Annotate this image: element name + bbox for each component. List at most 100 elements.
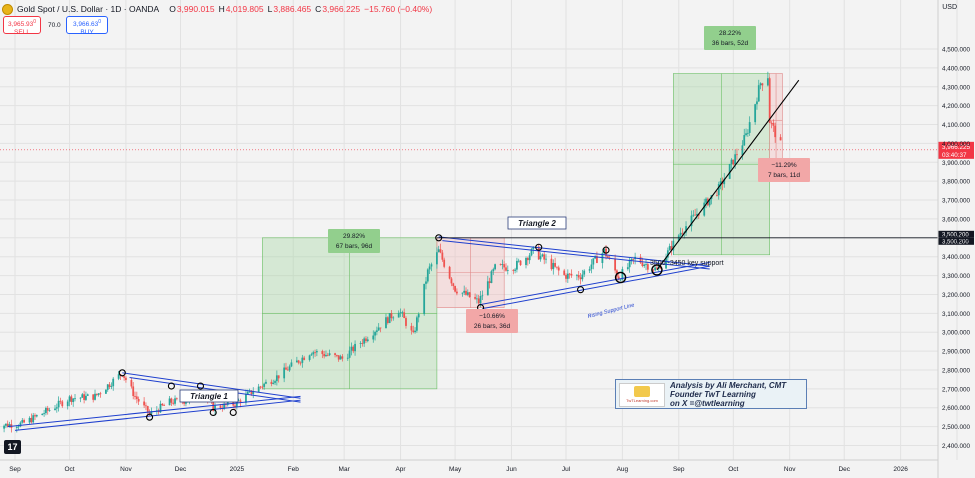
candle-body (541, 254, 544, 257)
candle-body (426, 269, 429, 282)
triangle2-upper-line-2[interactable] (442, 240, 710, 270)
candle-body (554, 262, 557, 267)
triangle1-label-box[interactable] (179, 389, 239, 403)
high-label: H (218, 4, 225, 14)
pivot-marker[interactable] (651, 264, 663, 276)
move2-label-pct: −10.66% (479, 313, 505, 320)
candle-body (348, 350, 351, 358)
level-tag-value-2: 3,500.200 (942, 239, 969, 245)
candle-body (516, 260, 518, 270)
candle-body (465, 290, 467, 295)
candle-body (705, 198, 707, 203)
candle-body (274, 381, 276, 383)
candle-body (466, 292, 469, 295)
candle-body (481, 295, 484, 297)
pivot-marker[interactable] (209, 408, 217, 417)
pivot-marker[interactable] (118, 369, 126, 377)
move2-label-box[interactable] (466, 309, 518, 333)
candle-body (334, 353, 336, 355)
triangle1-lower-line-2[interactable] (14, 399, 301, 431)
x-tick-label: Oct (64, 466, 74, 473)
triangle2-lower-line[interactable] (478, 261, 710, 306)
candle-body (728, 164, 731, 179)
move1-label-box[interactable] (328, 229, 380, 253)
pivot-marker[interactable] (196, 382, 205, 390)
pivot-marker[interactable] (602, 246, 610, 254)
x-tick-label: Oct (728, 466, 738, 473)
candle-body (21, 420, 24, 423)
candle-body (299, 362, 302, 364)
candle-body (97, 393, 100, 395)
candle-body (723, 178, 726, 185)
open-label: O (169, 4, 176, 14)
candle-body (86, 394, 89, 396)
candle-body (761, 83, 764, 86)
candle-body (295, 360, 298, 363)
candle-body (732, 159, 735, 165)
triangle2-lower-line-2[interactable] (482, 265, 710, 310)
breakout-trendline[interactable] (656, 79, 800, 271)
candle-body (570, 273, 573, 276)
pivot-marker[interactable] (229, 408, 237, 417)
candle-body (54, 408, 56, 411)
y-tick-label: 3,100.000 (942, 311, 971, 318)
candle-body (323, 354, 326, 357)
candle-body (528, 255, 531, 261)
candle-body (708, 198, 711, 206)
candle-body (34, 415, 36, 417)
candle-body (525, 258, 527, 266)
pivot-marker[interactable] (535, 243, 543, 251)
candle-body (386, 317, 389, 324)
triangle1-lower-line[interactable] (7, 395, 301, 428)
candle-body (563, 270, 566, 275)
candle-body (556, 266, 558, 268)
sell-button[interactable]: 3,965.930 SELL (3, 16, 41, 36)
candle-body (303, 357, 306, 360)
currency-label[interactable]: USD (942, 4, 957, 11)
symbol-header: Gold Spot / U.S. Dollar · 1D · OANDA O 3,… (2, 2, 432, 16)
candle-body (337, 355, 340, 360)
candle-body (643, 264, 646, 266)
pivot-marker[interactable] (146, 413, 154, 421)
candle-body (172, 402, 175, 404)
pivot-marker[interactable] (614, 271, 627, 284)
candle-body (745, 133, 747, 136)
pivot-marker[interactable] (577, 286, 585, 294)
candle-body (628, 260, 631, 268)
candle-body (626, 267, 629, 270)
candle-body (743, 135, 746, 146)
candle-body (592, 258, 595, 265)
candle-body (290, 362, 293, 367)
triangle2-upper-line[interactable] (438, 236, 710, 267)
move3-label-box[interactable] (704, 26, 756, 50)
symbol-title[interactable]: Gold Spot / U.S. Dollar · 1D · OANDA (17, 4, 160, 14)
candle-body (539, 256, 542, 260)
candle-body (415, 317, 418, 331)
candle-body (759, 83, 762, 86)
candle-body (35, 415, 38, 417)
tradingview-logo[interactable]: 17 (4, 440, 21, 454)
candle-body (8, 424, 11, 427)
level-tag-2[interactable] (938, 237, 974, 245)
pivot-marker[interactable] (167, 382, 175, 390)
buy-button[interactable]: 3,966.630 BUY (66, 16, 108, 36)
x-tick-label: Feb (288, 466, 300, 473)
candle-body (161, 403, 164, 406)
candle-body (576, 274, 578, 276)
move4-label-box[interactable] (758, 158, 810, 182)
candle-body (779, 137, 782, 141)
last-price-tag[interactable] (938, 141, 974, 159)
pivot-marker[interactable] (435, 234, 443, 242)
candle-body (428, 266, 431, 270)
candle-body (265, 381, 267, 384)
candle-body (452, 283, 455, 287)
candle-body (537, 246, 540, 260)
candle-body (506, 270, 509, 271)
candle-body (106, 384, 109, 390)
candle-body (757, 85, 760, 102)
candle-body (259, 386, 262, 388)
level-tag[interactable] (938, 230, 974, 238)
triangle2-label-box[interactable] (507, 216, 567, 230)
triangle1-upper-line[interactable] (122, 372, 301, 399)
